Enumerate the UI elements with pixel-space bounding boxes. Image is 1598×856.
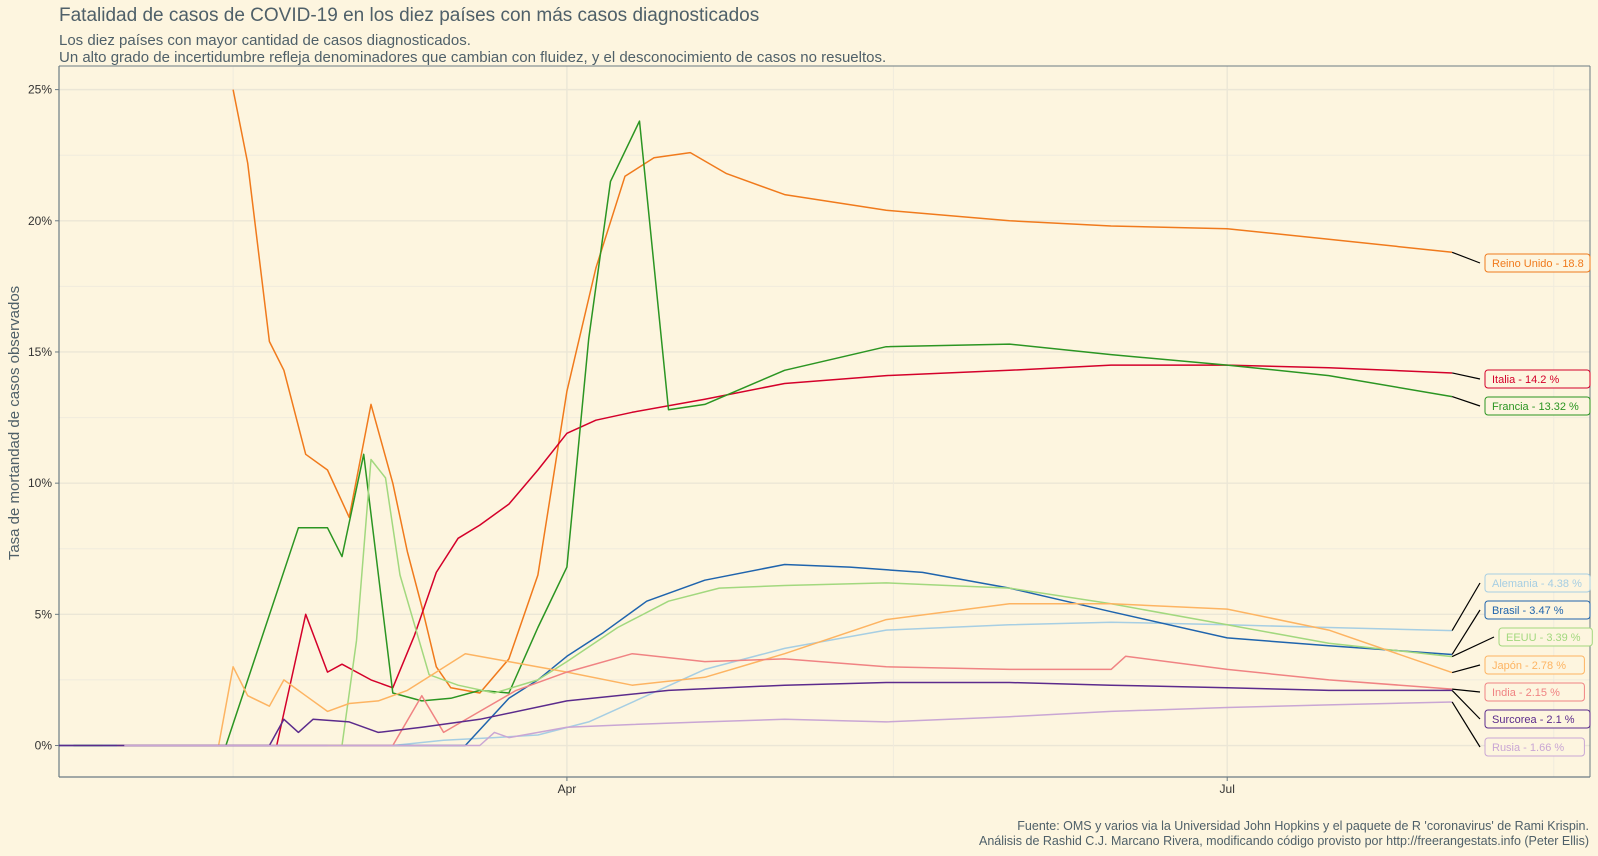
label-box — [1484, 682, 1585, 702]
subtitle-line-2: Un alto grado de incertidumbre refleja d… — [59, 49, 887, 66]
chart-subtitle: Los diez países con mayor cantidad de ca… — [59, 32, 886, 66]
label-leader-line — [1451, 664, 1481, 674]
label-box — [1484, 600, 1591, 620]
series-label: Rusia - 1.66 % — [1492, 742, 1564, 754]
y-tick-label: 25% — [28, 83, 52, 97]
series-line-6 — [217, 603, 1453, 746]
label-leader-line — [1451, 636, 1495, 658]
label-leader-line — [1451, 396, 1481, 407]
series-line-8 — [59, 681, 1453, 747]
series-labels: Reino Unido - 18.8 Italia - 14.2 % Francia… — [1451, 251, 1593, 757]
y-tick-label: 0% — [35, 739, 53, 753]
series-line-5 — [327, 458, 1453, 747]
x-tick-label: Jul — [1220, 782, 1235, 796]
label-leader-line — [1452, 688, 1481, 693]
caption-line-1: Fuente: OMS y varios via la Universidad … — [1017, 819, 1589, 833]
caption-line-2: Análisis de Rashid C.J. Marcano Rivera, … — [978, 834, 1589, 848]
series-label: Reino Unido - 18.8 — [1492, 258, 1584, 270]
subtitle-line-1: Los diez países con mayor cantidad de ca… — [59, 32, 471, 49]
series-line-4 — [59, 563, 1453, 747]
label-box — [1484, 396, 1591, 416]
y-tick-label: 15% — [28, 345, 52, 359]
grid-lines — [59, 66, 1590, 777]
y-tick-label: 10% — [28, 476, 52, 490]
series-label: Brasil - 3.47 % — [1492, 605, 1564, 617]
label-leader-line — [1451, 701, 1481, 748]
label-box — [1484, 655, 1585, 675]
y-ticks: 0% 5% 10% 15% 20% 25% — [28, 83, 59, 753]
series-line-2 — [73, 120, 1453, 747]
label-box — [1484, 737, 1585, 757]
label-leader-line — [1451, 582, 1481, 631]
series-line-3 — [102, 621, 1453, 747]
label-box — [1484, 573, 1591, 593]
series-label: Alemania - 4.38 % — [1492, 578, 1582, 590]
y-tick-label: 5% — [35, 607, 53, 621]
label-leader-line — [1451, 251, 1481, 264]
label-leader-line — [1451, 609, 1481, 655]
chart-caption: Fuente: OMS y varios via la Universidad … — [979, 819, 1589, 849]
series-lines — [59, 89, 1453, 747]
label-box — [1484, 709, 1591, 729]
label-leader-line — [1451, 690, 1481, 720]
series-line-7 — [117, 652, 1453, 747]
label-leader-line — [1452, 372, 1481, 380]
label-box — [1498, 627, 1593, 647]
series-label: Italia - 14.2 % — [1492, 374, 1559, 386]
y-axis-label: Tasa de mortandad de casos observados — [6, 286, 23, 560]
label-box — [1484, 369, 1591, 389]
x-ticks: Apr Jul — [558, 777, 1235, 796]
y-tick-label: 20% — [28, 214, 52, 228]
series-line-1 — [275, 364, 1453, 746]
series-label: India - 2.15 % — [1492, 687, 1560, 699]
series-label: Japón - 2.78 % — [1492, 660, 1566, 672]
series-label: Francia - 13.32 % — [1492, 401, 1579, 413]
chart-title: Fatalidad de casos de COVID-19 en los di… — [59, 5, 760, 26]
label-box — [1484, 253, 1591, 273]
series-label: EEUU - 3.39 % — [1506, 632, 1581, 644]
series-line-9 — [124, 701, 1453, 747]
series-label: Surcorea - 2.1 % — [1492, 714, 1575, 726]
series-line-0 — [232, 89, 1453, 694]
x-tick-label: Apr — [558, 782, 577, 796]
